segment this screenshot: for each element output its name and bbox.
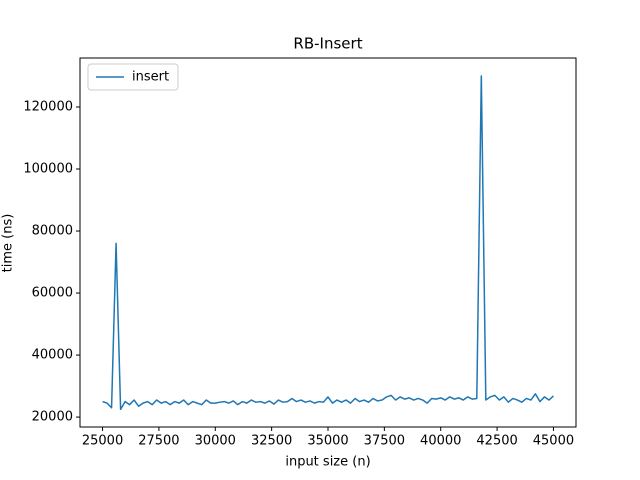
legend-label: insert <box>132 70 169 85</box>
x-tick-label: 42500 <box>476 434 517 449</box>
line-series <box>102 75 554 411</box>
legend-box <box>87 63 179 91</box>
x-tick-label: 40000 <box>420 434 461 449</box>
x-tick-label: 37500 <box>364 434 405 449</box>
y-tick-label: 40000 <box>32 348 73 363</box>
x-tick-label: 32500 <box>251 434 292 449</box>
x-tick-label: 35000 <box>307 434 348 449</box>
x-tick-label: 45000 <box>533 434 574 449</box>
y-tick-label: 100000 <box>23 162 73 177</box>
y-tick-label: 60000 <box>32 286 73 301</box>
x-tick-label: 30000 <box>195 434 236 449</box>
x-axis-label: input size (n) <box>285 455 370 470</box>
chart-title: RB-Insert <box>293 35 362 53</box>
y-tick-label: 80000 <box>32 224 73 239</box>
y-tick-label: 120000 <box>23 99 73 114</box>
x-tick-label: 27500 <box>138 434 179 449</box>
y-axis-label: time (ns) <box>1 214 16 273</box>
y-tick-label: 20000 <box>32 410 73 425</box>
plot-frame <box>79 57 577 428</box>
x-tick-label: 25000 <box>82 434 123 449</box>
